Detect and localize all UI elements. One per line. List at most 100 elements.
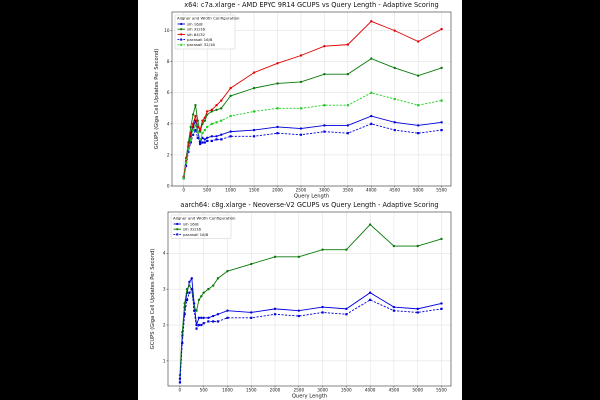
data-point — [346, 132, 349, 135]
series-line — [183, 20, 442, 177]
data-point — [393, 29, 396, 32]
data-point — [206, 125, 209, 129]
data-point — [220, 119, 223, 122]
data-point — [323, 72, 326, 76]
data-point — [346, 124, 350, 127]
legend-entry: sih 32/16 — [183, 227, 202, 232]
data-point — [197, 298, 201, 302]
y-tick-label: 4 — [167, 121, 170, 126]
y-tick-label: 2 — [163, 322, 166, 327]
data-point — [196, 119, 199, 122]
data-point — [210, 122, 213, 125]
data-point — [252, 86, 256, 90]
data-point — [370, 114, 373, 118]
data-point — [190, 277, 193, 280]
data-point — [273, 307, 277, 311]
data-point — [392, 305, 396, 309]
data-point — [197, 323, 201, 327]
x-tick-label: 5000 — [412, 388, 423, 393]
data-point — [273, 255, 277, 259]
x-tick-label: 4500 — [389, 388, 400, 393]
data-point — [187, 147, 190, 150]
data-point — [183, 313, 186, 316]
data-point — [417, 132, 420, 135]
figure-canvas: x64: c7a.xlarge - AMD EPYC 9R14 GCUPS vs… — [150, 1, 452, 400]
data-point — [299, 107, 303, 110]
data-point — [229, 86, 232, 90]
data-point — [220, 107, 223, 110]
legend-title: Aligner and Width Configuration — [177, 16, 240, 21]
data-point — [212, 320, 215, 323]
data-point — [440, 121, 443, 124]
data-point — [196, 125, 199, 129]
data-point — [229, 94, 232, 98]
data-point — [202, 322, 205, 325]
y-axis-label: GCUPS (Giga Cell Updates Per Second) — [150, 249, 156, 350]
data-point — [210, 135, 214, 138]
legend-box — [174, 14, 236, 50]
data-point — [368, 223, 372, 226]
data-point — [323, 44, 326, 48]
legend-entry: parasail 32/16 — [187, 42, 215, 47]
data-point — [187, 150, 190, 153]
chart-title: x64: c7a.xlarge - AMD EPYC 9R14 GCUPS vs… — [184, 1, 438, 9]
data-point — [346, 43, 350, 46]
data-point — [199, 138, 202, 141]
data-point — [201, 136, 204, 140]
data-point — [273, 313, 277, 316]
plot-frame — [171, 11, 452, 187]
series-sih-32-16 — [178, 223, 443, 377]
data-point — [194, 128, 197, 132]
data-point — [299, 133, 303, 136]
y-tick-label: 3 — [163, 287, 166, 292]
data-point — [188, 291, 191, 294]
data-point — [207, 316, 210, 320]
data-point — [229, 130, 232, 133]
data-point — [211, 284, 215, 287]
data-point — [250, 316, 253, 319]
data-point — [252, 135, 256, 138]
data-point — [440, 66, 443, 70]
data-point — [201, 132, 204, 135]
data-point — [345, 313, 348, 316]
legend-box — [170, 214, 232, 239]
data-point — [189, 125, 192, 129]
data-point — [189, 141, 192, 144]
data-point — [440, 27, 443, 31]
data-point — [184, 164, 188, 167]
y-tick-label: 10 — [164, 28, 170, 33]
data-point — [370, 57, 373, 60]
data-point — [370, 91, 373, 94]
data-point — [297, 309, 300, 312]
data-point — [393, 121, 396, 124]
series-line — [183, 123, 442, 179]
data-point — [199, 142, 202, 146]
data-point — [210, 139, 213, 143]
data-point — [229, 135, 232, 138]
data-point — [416, 40, 420, 43]
x-tick-label: 5000 — [413, 188, 424, 193]
data-point — [211, 314, 215, 318]
x-tick-label: 4000 — [365, 388, 376, 393]
data-point — [206, 139, 209, 143]
data-point — [216, 277, 220, 280]
chart-title: aarch64: c8g.xlarge - Neoverse-V2 GCUPS … — [180, 201, 438, 209]
data-point — [323, 104, 326, 107]
legend-marker — [176, 233, 179, 236]
data-point — [393, 97, 396, 101]
data-point — [346, 72, 350, 76]
legend-entry: sih 16/8 — [183, 221, 199, 226]
data-point — [215, 135, 218, 138]
data-point — [216, 320, 220, 323]
data-point — [181, 341, 184, 345]
legend-entry: parasail 16/8 — [183, 232, 209, 237]
data-point — [220, 99, 223, 102]
data-point — [321, 311, 324, 314]
data-point — [369, 298, 372, 301]
legend-marker — [180, 43, 183, 46]
data-point — [203, 116, 207, 119]
data-point — [200, 316, 203, 320]
y-tick-label: 0 — [167, 183, 170, 188]
data-point — [205, 110, 209, 113]
x-tick-label: 1500 — [246, 388, 257, 393]
